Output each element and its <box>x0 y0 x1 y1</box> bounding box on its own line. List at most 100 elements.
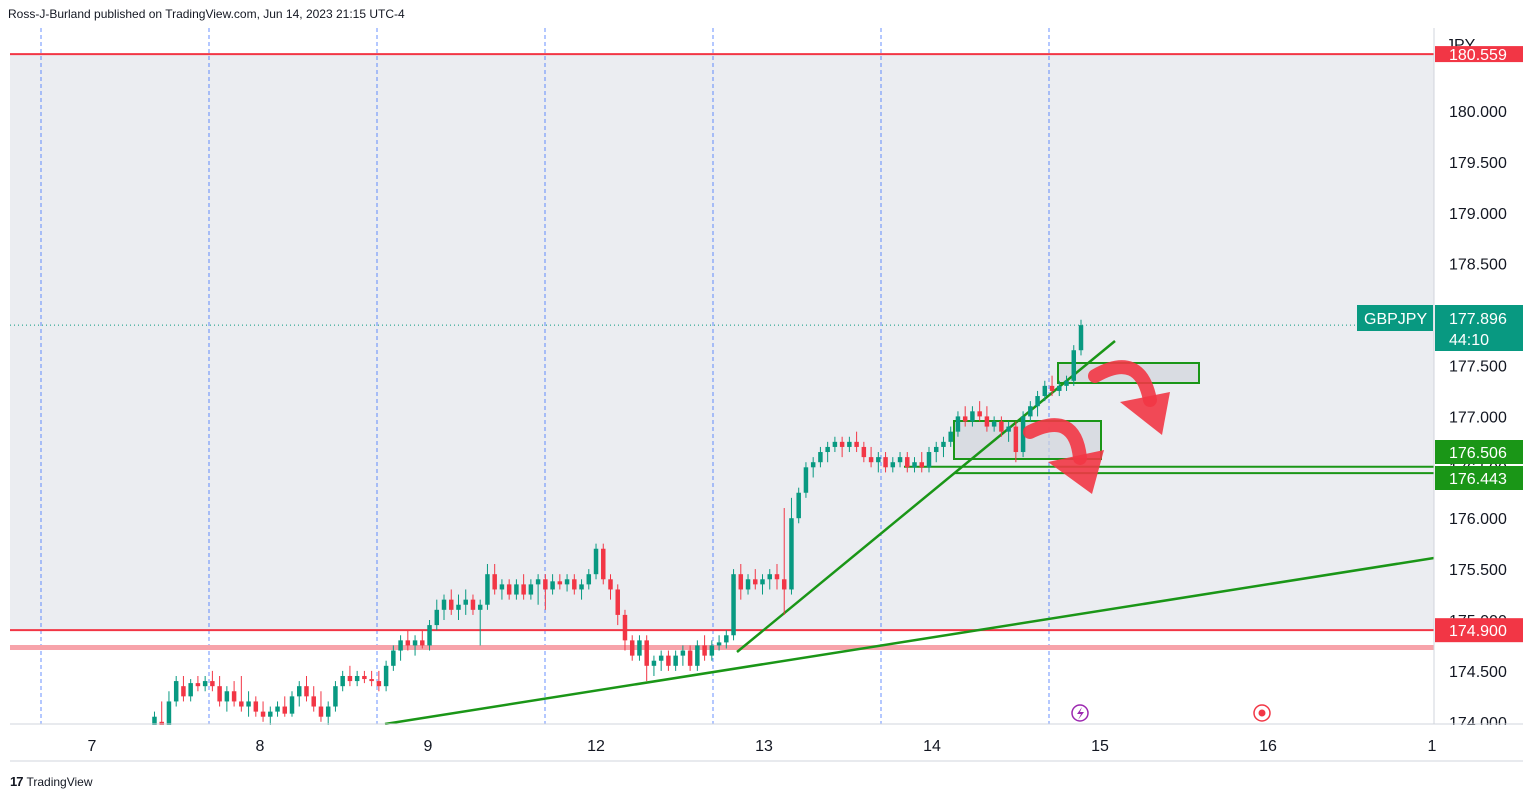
candle-body <box>753 579 758 585</box>
candle <box>716 635 722 651</box>
candle <box>289 691 295 717</box>
candle <box>535 574 541 605</box>
candle <box>883 452 888 473</box>
candle-body <box>593 548 599 575</box>
candle-body <box>991 421 997 427</box>
time-axis: 7 8 9 12 13 14 15 16 1 <box>10 723 1523 762</box>
candle <box>1071 345 1077 386</box>
plot-background <box>10 28 1434 724</box>
candle-body <box>970 411 975 422</box>
candle <box>253 696 259 717</box>
candle-body <box>325 706 331 717</box>
time-tick-label: 12 <box>587 738 605 755</box>
price-tick-label: 178.500 <box>1449 257 1507 274</box>
candle-body <box>629 640 635 656</box>
candle <box>839 436 845 458</box>
candle-body <box>297 686 302 697</box>
candle-body <box>876 457 881 463</box>
candle-body <box>644 640 649 666</box>
level-badge-174900: 174.900 <box>1435 618 1523 643</box>
candle <box>318 691 324 722</box>
candle-body <box>1006 426 1011 432</box>
price-tick-label: 180.000 <box>1449 104 1507 121</box>
candle-body <box>789 518 794 590</box>
level-badge-176443: 176.443 <box>1435 466 1523 490</box>
candle-body <box>492 574 497 590</box>
candle <box>528 579 534 600</box>
candle <box>1064 375 1069 391</box>
candle <box>912 457 917 473</box>
candle <box>521 574 526 600</box>
candle <box>492 564 497 595</box>
candle <box>499 579 505 600</box>
candle <box>340 670 345 692</box>
candle-body <box>210 681 215 687</box>
candle-body <box>861 446 867 458</box>
candle-body <box>521 584 526 595</box>
candle-body <box>572 579 577 590</box>
candle-body <box>796 492 801 519</box>
candle <box>564 574 570 592</box>
candle-body <box>731 574 736 636</box>
candle <box>586 569 592 590</box>
candle <box>1057 380 1062 397</box>
price-tick-label: 174.500 <box>1449 664 1507 681</box>
candle <box>738 564 744 600</box>
candle <box>268 706 273 727</box>
candle <box>789 497 794 595</box>
lightning-glyph <box>1077 707 1084 720</box>
candle <box>333 681 338 712</box>
candle-body <box>962 416 968 422</box>
candle-body <box>839 441 845 447</box>
candle-body <box>868 457 874 463</box>
candle-body <box>188 683 193 697</box>
candle-body <box>803 467 809 493</box>
footer-brand[interactable]: 17 TradingView <box>10 774 93 789</box>
candle-body <box>673 655 678 666</box>
candle-body <box>955 416 961 432</box>
time-tick-label: 7 <box>88 738 97 755</box>
candle-body <box>825 446 830 453</box>
candle-body <box>557 581 563 585</box>
candle-body <box>463 599 468 605</box>
candle-body <box>289 696 295 714</box>
candle <box>1006 421 1011 442</box>
candle <box>622 609 628 651</box>
arrow-head <box>1120 392 1170 435</box>
candle-body <box>282 706 288 714</box>
candle <box>449 589 454 615</box>
time-axis-bg <box>10 725 1523 761</box>
price-chart[interactable]: JPY180.000179.500179.000178.500178.00017… <box>0 0 1536 768</box>
candle-body <box>999 421 1004 432</box>
candle <box>933 441 939 463</box>
candle <box>239 675 244 712</box>
candle-body <box>449 599 454 610</box>
candle <box>202 675 208 692</box>
arrow-shaft <box>1088 360 1157 407</box>
candle <box>890 457 896 473</box>
candle <box>687 645 693 671</box>
candle <box>210 670 215 692</box>
time-tick-label: 8 <box>256 738 265 755</box>
candle-body <box>246 701 251 707</box>
candle <box>362 670 367 684</box>
candle <box>666 650 671 671</box>
candle-body <box>1013 426 1019 453</box>
candle <box>962 406 968 427</box>
candle-body <box>1064 380 1069 386</box>
candle-body <box>333 686 338 707</box>
target-dot <box>1258 709 1266 717</box>
arrow-head <box>1048 450 1104 494</box>
bearish-arrows <box>1023 360 1170 494</box>
candle <box>325 701 331 727</box>
candle <box>774 564 780 590</box>
candle <box>897 452 903 468</box>
candle <box>810 457 816 478</box>
candle-body <box>847 441 852 447</box>
level-badge-174900-bg <box>1435 618 1523 643</box>
last-price-bg <box>1435 305 1523 351</box>
candle <box>948 426 953 447</box>
candle <box>825 441 830 463</box>
candle-body <box>369 679 374 682</box>
time-tick-label: 14 <box>923 738 941 755</box>
